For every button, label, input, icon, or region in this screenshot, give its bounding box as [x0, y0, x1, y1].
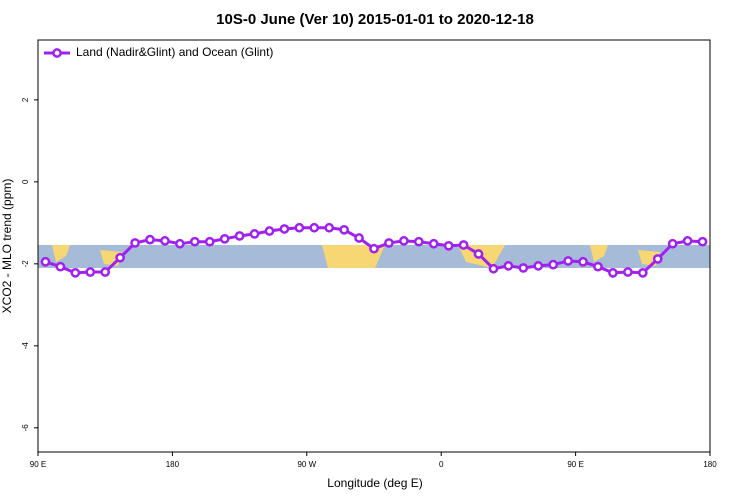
- data-point: [354, 233, 364, 243]
- legend-marker: [52, 48, 62, 58]
- data-point: [533, 261, 544, 271]
- y-tick-label: 2: [21, 97, 30, 102]
- data-point: [55, 261, 66, 272]
- data-point: [204, 236, 215, 247]
- data-point: [458, 240, 469, 250]
- data-point: [70, 268, 81, 278]
- data-point: [399, 236, 409, 246]
- data-point: [324, 222, 335, 233]
- data-point: [249, 229, 260, 239]
- x-tick-label: 180: [166, 460, 180, 469]
- legend-label: Land (Nadir&Glint) and Ocean (Glint): [76, 45, 273, 59]
- data-point: [85, 267, 96, 277]
- data-point: [219, 233, 230, 244]
- data-point: [548, 259, 559, 270]
- data-point: [384, 238, 394, 248]
- data-point: [40, 256, 51, 267]
- data-point: [667, 238, 678, 249]
- y-tick-label: -2: [21, 260, 30, 268]
- y-tick-label: -4: [21, 342, 30, 350]
- data-point: [697, 236, 708, 247]
- data-point: [115, 252, 125, 263]
- x-tick-label: 0: [439, 460, 444, 469]
- data-point: [413, 236, 424, 247]
- data-point: [503, 261, 514, 271]
- data-point: [279, 224, 290, 234]
- x-tick-label: 90 E: [30, 460, 46, 469]
- y-tick-label: 0: [21, 179, 30, 184]
- data-point: [608, 268, 618, 278]
- data-point: [652, 254, 663, 264]
- data-point: [637, 268, 648, 278]
- data-point: [488, 263, 499, 274]
- data-point: [145, 234, 155, 245]
- y-tick-label: -6: [21, 424, 30, 432]
- data-point: [234, 231, 245, 241]
- data-point: [130, 238, 140, 248]
- data-point: [473, 249, 484, 259]
- data-point: [563, 256, 573, 266]
- data-point: [682, 236, 693, 246]
- data-point: [100, 267, 111, 277]
- x-tick-label: 90 W: [297, 460, 316, 469]
- data-point: [369, 243, 379, 254]
- data-point: [518, 263, 529, 273]
- data-point: [428, 238, 439, 249]
- data-point: [309, 222, 320, 233]
- chart-title: 10S-0 June (Ver 10) 2015-01-01 to 2020-1…: [216, 11, 534, 28]
- data-point: [578, 256, 588, 267]
- data-point: [160, 236, 170, 246]
- data-point: [443, 240, 454, 251]
- data-point: [264, 226, 275, 236]
- data-point: [189, 236, 200, 247]
- y-axis-label: XCO2 - MLO trend (ppm): [0, 179, 14, 314]
- plot-frame: [37, 39, 711, 453]
- x-tick-label: 180: [703, 460, 717, 469]
- x-axis-label: Longitude (deg E): [327, 476, 422, 490]
- map-band: [38, 245, 710, 268]
- data-point: [623, 267, 633, 277]
- data-point: [339, 224, 349, 235]
- data-point: [294, 222, 305, 233]
- data-point: [593, 261, 603, 272]
- data-point: [175, 238, 185, 249]
- x-tick-label: 90 E: [567, 460, 583, 469]
